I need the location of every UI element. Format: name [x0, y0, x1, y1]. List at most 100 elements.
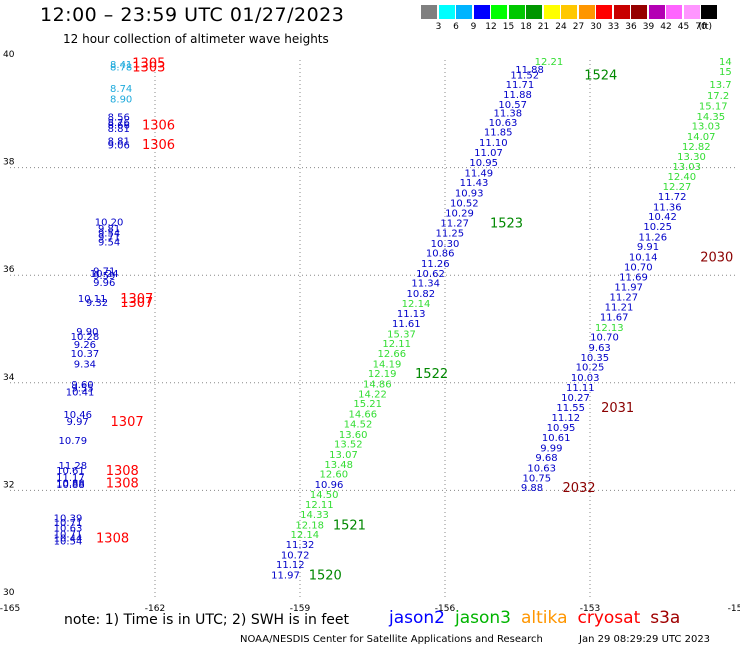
data-point-label: 11.88 [515, 65, 544, 76]
data-point-label: 10.39 [54, 513, 83, 524]
credit-line: NOAA/NESDIS Center for Satellite Applica… [240, 634, 543, 645]
data-point-label: 8.41 [110, 60, 132, 71]
x-tick-label: -153 [580, 604, 600, 614]
colorbar-tick-label: 27 [572, 22, 585, 32]
data-point-label: 9.34 [74, 359, 96, 370]
data-point-label: 10.71 [54, 518, 83, 529]
data-point-label: 10.88 [56, 478, 85, 489]
data-point-label: 10.95 [469, 158, 498, 169]
data-point-label: 14.50 [310, 490, 339, 501]
data-point-label: 14.33 [300, 510, 329, 521]
colorbar-swatch [596, 5, 612, 19]
data-point-label: 10.37 [71, 349, 100, 360]
data-point-label: 9.96 [93, 278, 115, 289]
data-point-label: 11.25 [436, 229, 465, 240]
data-point-label: 8.90 [110, 95, 132, 106]
data-point-label: 14.52 [344, 420, 373, 431]
data-point-label: 12.11 [382, 339, 411, 350]
colorbar-swatch [421, 5, 437, 19]
data-point-label: 12.13 [595, 323, 624, 334]
data-point-label: 10.82 [407, 289, 436, 300]
data-point-label: 9.63 [589, 343, 611, 354]
colorbar-tick-label: 42 [660, 22, 672, 32]
data-point-label: 10.70 [624, 263, 653, 274]
pass-number-label: 1520 [309, 568, 342, 583]
colorbar-tick-label: 21 [537, 22, 550, 32]
data-point-label: 14.22 [358, 390, 387, 401]
colorbar-tick-label: 18 [520, 22, 532, 32]
data-point-label: 10.93 [455, 188, 484, 199]
data-point-label: 8.66 [108, 121, 130, 132]
data-point-label: 10.24 [90, 269, 119, 280]
data-point-label: 9.54 [98, 237, 120, 248]
data-point-label: 13.60 [339, 430, 368, 441]
pass-number-label: 1303 [132, 60, 165, 75]
data-point-label: 8.56 [108, 112, 130, 123]
pass-number-label: 1308 [96, 532, 129, 547]
data-point-label: 11.27 [610, 293, 639, 304]
data-point-label: 11.32 [286, 540, 315, 551]
data-point-label: 13.03 [692, 122, 721, 133]
data-point-label: 10.42 [648, 212, 677, 223]
data-point-label: 14.86 [363, 379, 392, 390]
data-point-label: 10.25 [643, 222, 672, 233]
data-point-label: 11.12 [552, 413, 581, 424]
data-point-label: 12.11 [305, 500, 334, 511]
x-tick-label: -159 [290, 604, 311, 614]
data-point-label: 10.96 [315, 480, 344, 491]
data-point-label: 10.70 [590, 333, 619, 344]
colorbar-tick-label: 36 [625, 22, 637, 32]
data-point-label: 10.25 [576, 363, 605, 374]
data-point-label: 9.55 [71, 384, 93, 395]
colorbar-tick-label: 12 [485, 22, 497, 32]
x-tick-label: -156 [435, 604, 456, 614]
colorbar-unit: (ft) [698, 22, 713, 32]
colorbar-tick-label: 39 [642, 22, 655, 32]
data-point-label: 11.85 [484, 128, 513, 139]
data-point-label: 14.35 [697, 112, 726, 123]
colorbar-swatch [491, 5, 507, 19]
data-point-label: 10.35 [581, 353, 610, 364]
colorbar-tick-label: 9 [470, 22, 477, 32]
data-point-label: 15.21 [353, 399, 382, 410]
pass-number-label: 1307 [120, 296, 153, 311]
data-point-label: 10.57 [498, 100, 527, 111]
legend-s3a: s3a [650, 608, 681, 628]
data-point-label: 14.19 [373, 359, 402, 370]
data-point-label: 10.46 [63, 410, 92, 421]
data-point-label: 11.11 [566, 383, 595, 394]
data-point-label: 10.75 [523, 473, 552, 484]
data-point-label: 10.52 [450, 199, 479, 210]
data-point-label: 11.07 [474, 148, 503, 159]
data-point-label: 10.61 [542, 433, 571, 444]
data-point-label: 12.82 [682, 142, 711, 153]
data-point-label: 10.44 [54, 534, 83, 545]
data-point-label: 14.07 [687, 132, 716, 143]
colorbar-tick-label: 3 [435, 22, 442, 32]
colorbar-swatch [508, 5, 525, 19]
data-point-label: 9.81 [98, 224, 120, 235]
pass-number-label: 1523 [490, 216, 523, 231]
data-point-label: 11.88 [503, 90, 532, 101]
pass-number-label: 1305 [132, 57, 165, 72]
colorbar-swatch [683, 5, 700, 19]
data-point-label: 13.07 [329, 450, 358, 461]
data-point-label: 11.67 [600, 313, 629, 324]
data-point-label: 13.48 [324, 460, 353, 471]
data-point-label: 10.63 [489, 118, 518, 129]
legend-jason2: jason2 [389, 608, 445, 628]
data-point-label: 9.71 [93, 266, 115, 277]
colorbar-swatch [543, 5, 560, 19]
data-point-label: 9.99 [540, 443, 562, 454]
data-point-label: 11.10 [479, 138, 508, 149]
data-point-label: 12.21 [535, 57, 564, 68]
data-point-label: 10.54 [54, 536, 83, 547]
y-tick-label: 38 [3, 158, 15, 168]
colorbar-swatch [473, 5, 490, 19]
data-point-label: 8.81 [108, 137, 130, 148]
data-point-label: 10.62 [416, 269, 445, 280]
data-point-label: 8.76 [108, 118, 130, 129]
data-point-label: 10.29 [445, 208, 474, 219]
colorbar-swatch [578, 5, 595, 19]
